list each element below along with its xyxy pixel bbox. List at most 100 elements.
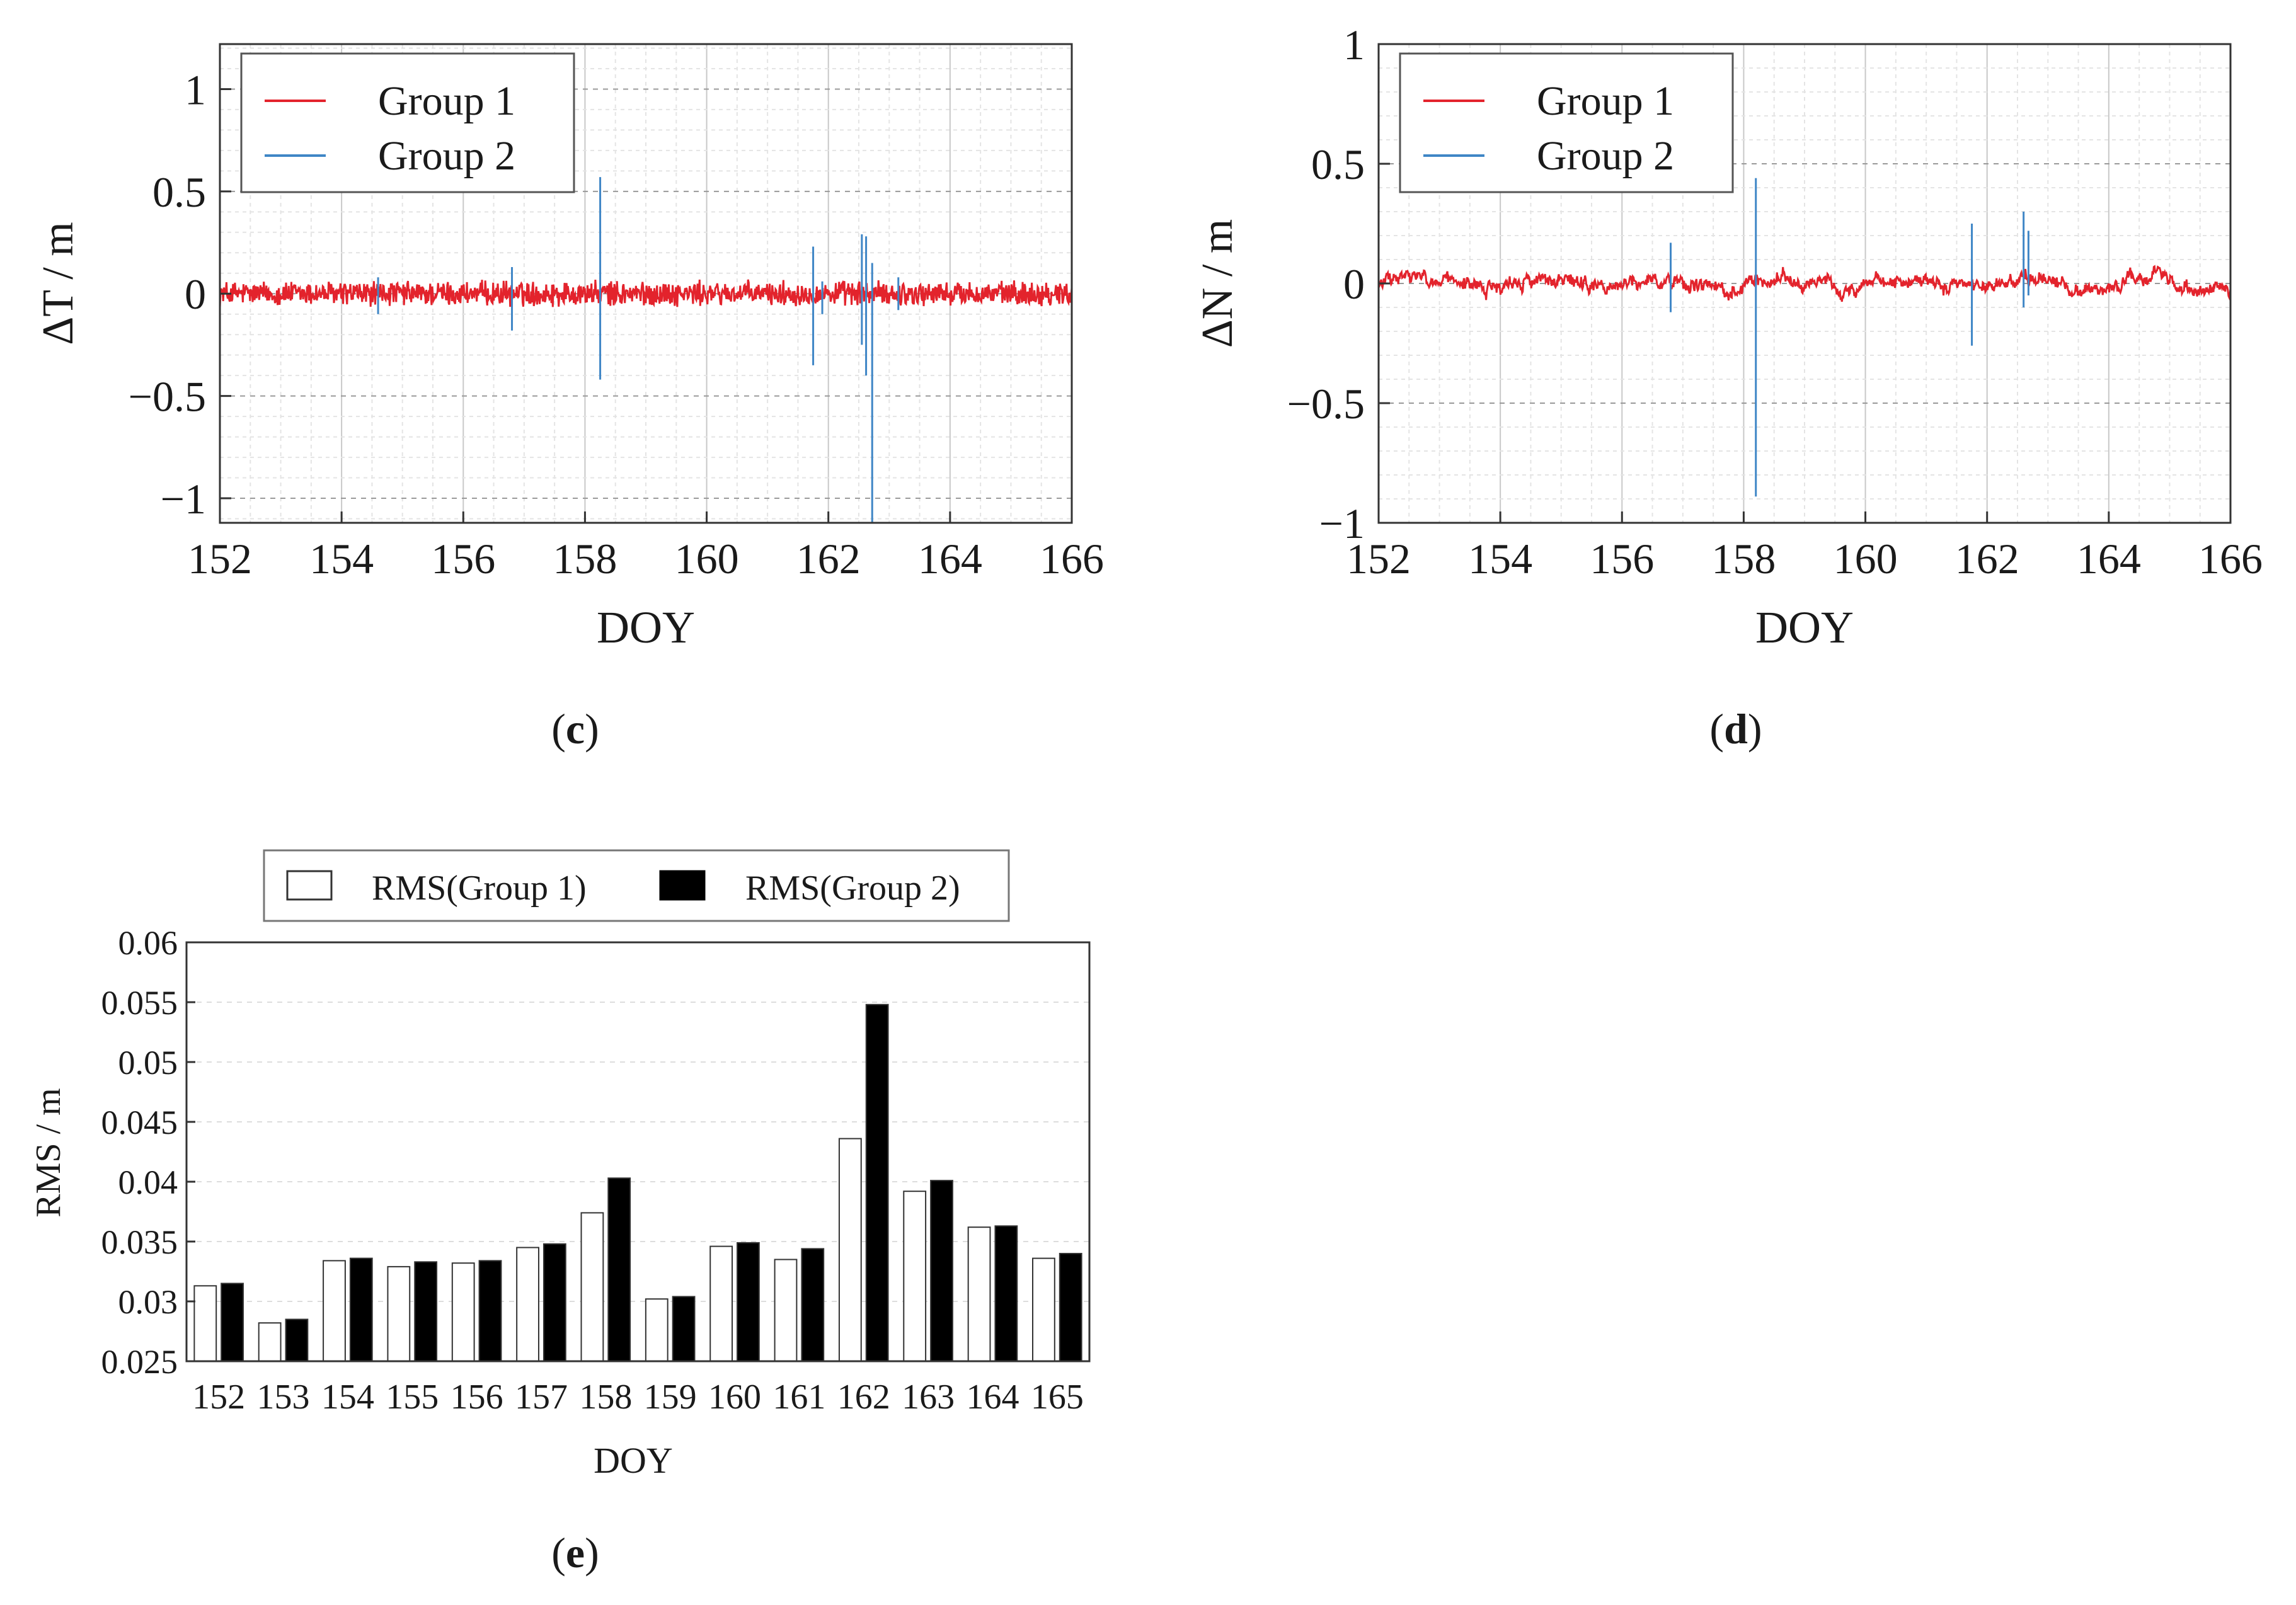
d-group-1-line bbox=[1377, 265, 2232, 302]
panel-e-legend-label-group-1: RMS(Group 1) bbox=[372, 869, 587, 908]
e-bar-group-1 bbox=[516, 1247, 539, 1362]
panel-c-x-axis-label: DOY bbox=[597, 602, 695, 653]
panel-d-legend-label-group-2: Group 2 bbox=[1537, 133, 1674, 179]
e-x-tick-label: 158 bbox=[579, 1378, 632, 1417]
e-bar-group-2 bbox=[414, 1261, 438, 1362]
panel-d-legend-label-group-1: Group 1 bbox=[1537, 78, 1674, 124]
e-y-tick-label: 0.06 bbox=[118, 924, 178, 962]
e-x-tick-label: 159 bbox=[644, 1378, 697, 1417]
panel-c-legend-label-group-1: Group 1 bbox=[378, 78, 515, 124]
panel-d-label: (d) bbox=[1709, 705, 1762, 753]
e-bar-group-2 bbox=[994, 1225, 1018, 1362]
panel-e: RMS(Group 1) RMS(Group 2) 0.06 0.055 0.05 0… bbox=[29, 849, 1091, 1577]
panel-c-series-group-2 bbox=[377, 177, 900, 523]
c-x-tick-label: 158 bbox=[553, 535, 617, 583]
panel-c-series-group-1 bbox=[219, 279, 1073, 308]
e-bar-group-2 bbox=[737, 1242, 760, 1362]
e-bar-group-1 bbox=[451, 1262, 475, 1362]
e-bar-group-1 bbox=[323, 1260, 346, 1362]
e-bar-group-2 bbox=[478, 1260, 502, 1362]
e-bar-group-2 bbox=[607, 1177, 631, 1362]
e-bar-group-2 bbox=[542, 1243, 566, 1362]
e-bar-group-1 bbox=[645, 1298, 669, 1362]
panel-e-legend-swatch-group-2 bbox=[659, 870, 706, 901]
c-x-tick-label: 154 bbox=[309, 535, 374, 583]
panel-c-y-ticks: 1 0.5 0 −0.5 −1 bbox=[129, 66, 231, 523]
panel-c-legend: Group 1 Group 2 bbox=[240, 52, 575, 193]
d-x-tick-label: 158 bbox=[1711, 535, 1776, 583]
panel-e-x-axis-label: DOY bbox=[594, 1440, 673, 1481]
d-x-tick-label: 152 bbox=[1346, 535, 1411, 583]
e-bar-group-1 bbox=[838, 1138, 862, 1362]
e-y-tick-label: 0.055 bbox=[101, 984, 178, 1022]
e-bar-group-1 bbox=[580, 1212, 604, 1362]
panel-d-series-group-1 bbox=[1377, 265, 2232, 302]
e-y-tick-label: 0.035 bbox=[101, 1223, 178, 1261]
e-bar-group-2 bbox=[349, 1257, 373, 1362]
e-bar-group-1 bbox=[903, 1191, 927, 1362]
d-group-2-spikes bbox=[1670, 178, 2029, 497]
e-bar-group-2 bbox=[930, 1180, 953, 1362]
panel-c-plot-frame bbox=[219, 43, 1073, 524]
panel-c-legend-box bbox=[240, 52, 575, 193]
panel-c-legend-label-group-2: Group 2 bbox=[378, 133, 515, 179]
c-y-tick-label: 1 bbox=[185, 66, 206, 113]
c-y-tick-label: −0.5 bbox=[129, 373, 206, 421]
e-x-tick-label: 156 bbox=[451, 1378, 503, 1417]
e-bar-group-2 bbox=[672, 1296, 696, 1362]
panel-d-x-axis-label: DOY bbox=[1755, 602, 1854, 653]
e-bar-group-1 bbox=[193, 1285, 217, 1362]
e-x-tick-label: 165 bbox=[1031, 1378, 1084, 1417]
panel-e-label: (e) bbox=[551, 1529, 599, 1577]
panel-e-bars bbox=[193, 1003, 1082, 1362]
e-x-tick-label: 153 bbox=[257, 1378, 310, 1417]
panel-e-legend-swatch-group-1 bbox=[286, 870, 333, 901]
panel-c: 1 0.5 0 −0.5 −1 152 154 156 158 160 162 164 166 ΔT … bbox=[34, 43, 1104, 753]
panel-e-plot-frame-bg bbox=[187, 942, 1089, 1361]
panel-e-plot-frame bbox=[185, 941, 1091, 1362]
e-x-tick-label: 160 bbox=[708, 1378, 761, 1417]
e-bar-group-2 bbox=[801, 1248, 825, 1362]
e-y-tick-label: 0.05 bbox=[118, 1044, 178, 1082]
c-y-tick-label: −1 bbox=[161, 475, 206, 523]
e-bar-group-1 bbox=[1032, 1257, 1055, 1362]
d-x-tick-label: 156 bbox=[1590, 535, 1654, 583]
c-x-tick-label: 156 bbox=[431, 535, 495, 583]
panel-e-y-axis-label: RMS / m bbox=[29, 1088, 68, 1217]
c-x-tick-label: 152 bbox=[188, 535, 252, 583]
e-y-tick-label: 0.04 bbox=[118, 1163, 178, 1201]
c-x-tick-label: 164 bbox=[918, 535, 982, 583]
d-x-tick-label: 154 bbox=[1468, 535, 1532, 583]
d-x-tick-label: 166 bbox=[2198, 535, 2263, 583]
panel-e-legend-box bbox=[263, 849, 1010, 922]
e-bar-group-1 bbox=[967, 1226, 991, 1362]
c-group-2-spikes bbox=[377, 177, 900, 523]
panel-d-legend-box bbox=[1399, 52, 1734, 193]
d-x-tick-label: 164 bbox=[2077, 535, 2141, 583]
panel-e-legend-label-group-2: RMS(Group 2) bbox=[745, 869, 960, 908]
e-y-tick-label: 0.03 bbox=[118, 1283, 178, 1321]
e-x-tick-label: 163 bbox=[902, 1378, 955, 1417]
panel-d-legend: Group 1 Group 2 bbox=[1399, 52, 1734, 193]
d-y-tick-label: 1 bbox=[1343, 21, 1365, 69]
e-bar-group-2 bbox=[285, 1318, 309, 1362]
e-x-tick-label: 154 bbox=[321, 1378, 374, 1417]
c-y-tick-label: 0 bbox=[185, 270, 206, 318]
panel-e-y-ticks: 0.06 0.055 0.05 0.045 0.04 0.035 0.03 0.025 bbox=[101, 924, 195, 1381]
c-group-1-line bbox=[219, 279, 1073, 308]
e-x-tick-label: 162 bbox=[837, 1378, 890, 1417]
e-x-tick-label: 161 bbox=[772, 1378, 825, 1417]
e-x-tick-label: 164 bbox=[966, 1378, 1019, 1417]
panel-d: 1 0.5 0 −0.5 −1 152 154 156 158 160 162 164 166 ΔN … bbox=[1193, 21, 2263, 753]
e-x-tick-label: 157 bbox=[515, 1378, 568, 1417]
panel-d-y-ticks: 1 0.5 0 −0.5 −1 bbox=[1287, 21, 1390, 547]
e-bar-group-2 bbox=[1059, 1253, 1082, 1362]
e-x-tick-label: 152 bbox=[192, 1378, 245, 1417]
e-bar-group-1 bbox=[258, 1322, 282, 1362]
e-y-tick-label: 0.045 bbox=[101, 1104, 178, 1141]
panel-c-x-ticks: 152 154 156 158 160 162 164 166 bbox=[188, 511, 1104, 583]
panel-e-legend: RMS(Group 1) RMS(Group 2) bbox=[263, 849, 1010, 922]
e-bar-group-1 bbox=[387, 1265, 411, 1362]
c-x-tick-label: 160 bbox=[675, 535, 739, 583]
